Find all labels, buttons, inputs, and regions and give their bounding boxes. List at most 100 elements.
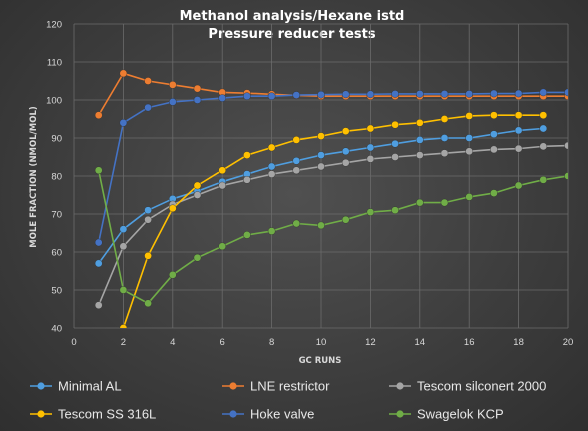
data-point [292,166,301,175]
data-point [267,143,276,152]
data-point [267,92,276,100]
data-point [440,149,449,157]
data-point [539,124,548,133]
data-point [514,111,523,119]
legend-label: Tescom SS 316L [58,407,156,422]
data-point [317,90,325,99]
legend-item-minimal-al: Minimal AL [30,379,122,394]
data-point [317,221,325,230]
data-point [218,181,226,190]
chart-title: Methanol analysis/Hexane istd [180,9,405,24]
data-point [144,215,152,224]
data-point [144,103,152,112]
data-point [440,134,449,142]
data-point [193,181,202,190]
data-point [539,88,548,97]
data-point [391,139,399,148]
legend-swatch-marker [396,382,404,390]
data-point [168,270,177,279]
legend-item-tescom-ss-316l: Tescom SS 316L [30,407,156,422]
data-point [366,90,375,99]
series-minimal-al [94,124,548,268]
legend-item-swagelok-kcp: Swagelok KCP [389,407,504,422]
y-tick-label: 70 [51,210,62,221]
data-point [193,253,202,262]
data-point [119,225,128,233]
data-point [490,111,498,119]
data-point [341,90,350,99]
data-point [292,156,301,165]
x-axis-ticks: 0 2 4 6 8 10 12 14 16 18 20 [71,337,573,348]
data-point [168,204,177,213]
series-tescom-ss-316l [119,111,548,328]
data-point [539,175,548,184]
data-point [514,126,523,135]
series-line-hoke-valve [97,91,568,243]
data-point [391,90,399,98]
gridlines [73,23,569,329]
data-point [119,324,128,328]
data-point [440,115,449,123]
data-point [119,119,128,127]
data-point [415,136,424,144]
legend-label: Tescom silconert 2000 [417,379,546,394]
data-point [415,90,424,98]
data-point [144,77,152,85]
legend-label: Minimal AL [58,379,122,394]
legend-item-hoke-valve: Hoke valve [222,407,314,422]
data-point [243,231,251,239]
data-point [514,144,523,153]
data-point [218,242,226,251]
y-tick-label: 50 [51,286,62,297]
legend-swatch-marker [396,410,404,418]
data-point [119,286,128,294]
x-tick-label: 14 [415,337,426,348]
data-point [119,69,128,78]
x-tick-label: 4 [170,337,175,348]
data-point [292,219,301,228]
data-point [267,170,276,178]
y-tick-label: 90 [51,134,62,145]
data-point [391,153,399,161]
data-point [341,215,350,224]
data-point [366,155,375,163]
legend-label: Swagelok KCP [417,407,504,422]
y-tick-label: 60 [51,248,62,259]
data-point [366,124,375,133]
data-point [564,88,568,97]
x-tick-label: 16 [464,337,475,348]
y-tick-label: 110 [47,58,62,69]
y-tick-label: 80 [51,172,62,183]
x-tick-label: 6 [220,337,225,348]
legend-swatch-marker [37,382,45,390]
data-series [94,69,568,328]
data-point [243,92,251,100]
data-point [391,206,399,214]
data-point [514,89,523,98]
x-tick-label: 8 [269,337,274,348]
data-point [218,166,226,175]
data-point [564,172,568,180]
data-point [440,90,449,98]
data-point [564,141,568,150]
data-point [490,130,498,138]
legend-label: Hoke valve [250,407,314,422]
series-swagelok-kcp [94,166,568,308]
data-point [144,299,152,308]
series-line-tescom-silconert-2000 [97,144,568,306]
series-hoke-valve [94,88,568,247]
legend: Minimal AL LNE restrictor Tescom silconert… [30,379,546,422]
data-point [144,251,152,260]
data-point [193,84,202,93]
x-tick-label: 2 [121,337,126,348]
data-point [539,111,548,119]
series-line-swagelok-kcp [97,170,568,305]
data-point [391,120,399,129]
data-point [94,166,103,175]
data-point [490,89,498,98]
data-point [193,191,202,199]
data-point [243,151,251,159]
legend-swatch-marker [229,382,237,390]
